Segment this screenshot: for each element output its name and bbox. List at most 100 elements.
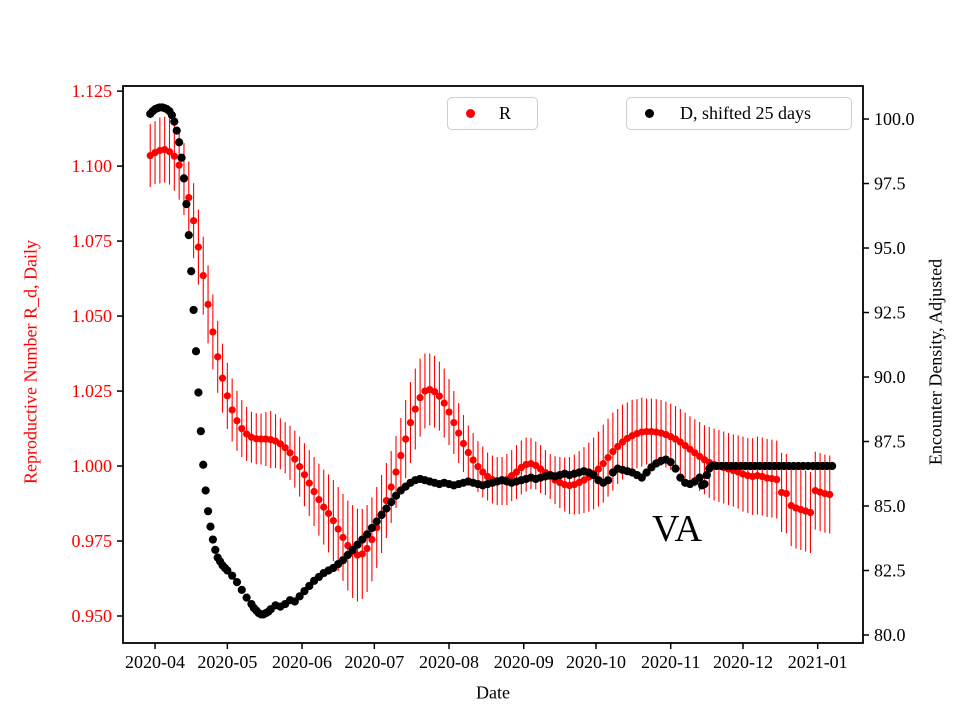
- r-point: [228, 406, 236, 414]
- d-point: [666, 458, 675, 467]
- legend-d: D, shifted 25 days: [626, 97, 852, 130]
- y-left-tick-label: 0.950: [72, 606, 113, 626]
- r-point: [469, 456, 477, 464]
- y-right-tick-label: 85.0: [874, 496, 906, 516]
- y-right-tick-label: 95.0: [874, 238, 906, 258]
- r-point: [387, 483, 395, 491]
- d-point: [338, 556, 348, 565]
- r-point: [324, 509, 333, 518]
- d-point: [167, 111, 177, 120]
- d-point: [377, 510, 386, 520]
- d-point: [391, 491, 401, 500]
- x-tick-label: 2020-07: [344, 652, 404, 672]
- d-point: [175, 138, 184, 147]
- r-point: [204, 300, 212, 308]
- r-point: [300, 471, 309, 479]
- d-point: [223, 566, 232, 575]
- r-point: [459, 439, 468, 448]
- d-point: [367, 523, 377, 533]
- d-point: [702, 470, 711, 480]
- black-dot-icon: [645, 109, 654, 118]
- x-tick-label: 2020-12: [713, 652, 773, 672]
- y-left-tick-label: 1.100: [72, 156, 113, 176]
- r-point: [464, 448, 472, 457]
- d-point: [362, 530, 372, 539]
- x-tick-label: 2021-01: [788, 652, 848, 672]
- d-point: [206, 522, 215, 531]
- d-point: [232, 578, 242, 587]
- r-point: [406, 418, 415, 427]
- x-tick-label: 2020-10: [566, 652, 626, 672]
- plot-frame: [122, 85, 864, 644]
- d-point: [228, 571, 237, 580]
- r-point: [214, 353, 222, 361]
- r-point: [512, 468, 521, 476]
- x-tick-label: 2020-06: [272, 652, 332, 672]
- r-point: [474, 463, 482, 471]
- d-point: [191, 347, 201, 356]
- r-point: [614, 442, 622, 451]
- left-axis-label: Reproductive Number R_d, Daily: [20, 240, 41, 484]
- r-point: [416, 394, 424, 402]
- d-point: [695, 473, 704, 482]
- r-point: [363, 544, 371, 553]
- x-tick-label: 2020-11: [641, 652, 700, 672]
- r-point: [594, 465, 603, 473]
- y-left-tick-label: 1.125: [72, 81, 113, 101]
- d-point: [182, 200, 191, 209]
- legend-r: R: [447, 97, 538, 130]
- r-point: [296, 463, 304, 471]
- d-point: [199, 460, 208, 469]
- d-point: [676, 473, 685, 482]
- r-point: [286, 449, 294, 457]
- r-point: [411, 405, 419, 413]
- x-tick-label: 2020-04: [125, 652, 185, 672]
- r-point: [397, 451, 405, 460]
- r-point: [806, 508, 815, 517]
- r-point: [209, 328, 217, 336]
- d-point: [242, 593, 251, 602]
- d-point: [295, 592, 304, 601]
- d-point: [300, 587, 309, 596]
- x-tick-label: 2020-05: [197, 652, 257, 672]
- plot-area: 2020-04 2020-05 2020-06 2020-07 2020-08 2020-…: [72, 81, 915, 672]
- r-point: [315, 496, 323, 504]
- d-point: [208, 535, 217, 544]
- y-left-tick-label: 1.000: [72, 456, 113, 476]
- r-point: [430, 388, 439, 396]
- d-point: [211, 545, 220, 554]
- r-point: [165, 148, 174, 156]
- y-right-tick-label: 82.5: [874, 561, 906, 581]
- state-annotation: VA: [652, 508, 702, 550]
- x-tick-label: 2020-08: [419, 652, 479, 672]
- d-point: [201, 486, 210, 495]
- r-point: [320, 503, 328, 511]
- r-point: [190, 217, 198, 225]
- d-point: [382, 504, 391, 513]
- d-point: [290, 597, 299, 606]
- r-point: [782, 490, 790, 498]
- legend-r-label: R: [499, 103, 512, 123]
- r-point: [599, 460, 607, 468]
- d-point: [203, 507, 213, 516]
- d-point: [589, 470, 598, 480]
- d-point: [196, 427, 205, 436]
- r-point: [233, 417, 241, 425]
- r-point: [402, 435, 410, 443]
- r-point: [334, 525, 342, 533]
- x-tick-label: 2020-09: [494, 652, 554, 672]
- y-left-tick-label: 1.075: [72, 231, 113, 251]
- r-point: [185, 193, 193, 202]
- d-point: [372, 517, 381, 526]
- d-point: [189, 305, 198, 315]
- r-point: [329, 517, 337, 525]
- y-left-tick-label: 0.975: [72, 531, 113, 551]
- legend-d-label: D, shifted 25 days: [680, 103, 811, 123]
- r-point: [358, 550, 366, 558]
- y-right-tick-label: 80.0: [874, 625, 906, 645]
- d-point: [187, 267, 196, 276]
- r-point: [604, 454, 612, 462]
- y-left-tick-label: 1.025: [72, 381, 113, 401]
- r-point: [194, 243, 203, 251]
